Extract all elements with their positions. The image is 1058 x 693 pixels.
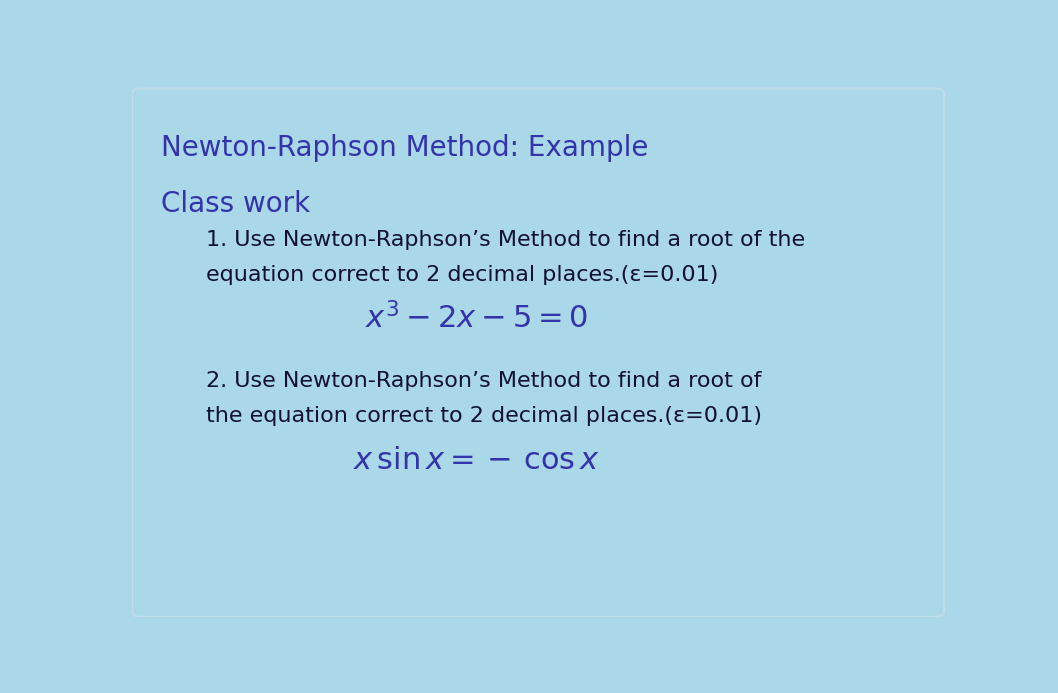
Text: equation correct to 2 decimal places.(ε=0.01): equation correct to 2 decimal places.(ε=… [206,265,718,285]
Text: Class work: Class work [161,190,310,218]
Text: 2. Use Newton-Raphson’s Method to find a root of: 2. Use Newton-Raphson’s Method to find a… [206,371,762,392]
Text: $x\,\sin x = -\,\cos x$: $x\,\sin x = -\,\cos x$ [353,446,600,475]
Text: 1. Use Newton-Raphson’s Method to find a root of the: 1. Use Newton-Raphson’s Method to find a… [206,230,805,250]
Text: Newton-Raphson Method: Example: Newton-Raphson Method: Example [161,134,649,162]
FancyBboxPatch shape [132,89,944,617]
Text: the equation correct to 2 decimal places.(ε=0.01): the equation correct to 2 decimal places… [206,406,762,426]
Text: $x^3 - 2x - 5 = 0$: $x^3 - 2x - 5 = 0$ [365,302,588,335]
